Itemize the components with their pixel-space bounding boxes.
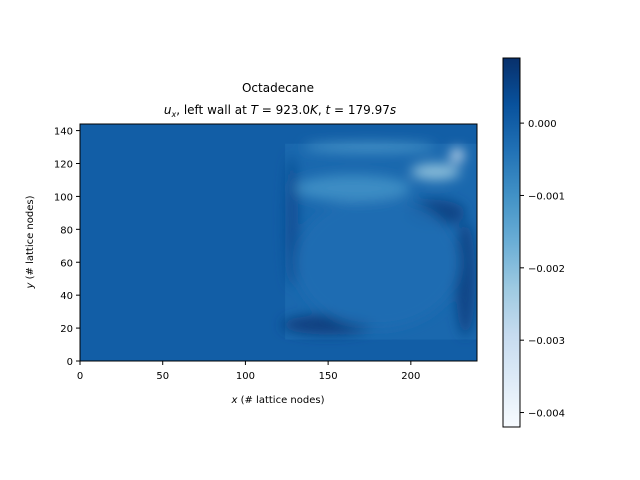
y-tick-label: 100 [54,192,73,203]
subtitle-middle: , left wall at [176,103,250,117]
subtitle-T-value: = 923.0 [258,103,310,117]
colorbar-tick-label: −0.004 [528,409,565,420]
flow-features [281,142,476,337]
x-axis-label: x (# lattice nodes) [231,395,325,406]
y-tick-label: 140 [54,127,73,138]
colorbar [502,57,521,428]
plot-frame [79,123,478,362]
colorbar-tick-label: −0.003 [528,336,565,347]
y-tick-label: 60 [60,258,73,269]
colorbar-ticks: 0.000 −0.001 −0.002 −0.003 −0.004 [520,119,565,420]
subtitle-T-unit: K [310,103,319,117]
y-tick-label: 0 [67,357,73,368]
colorbar-tick-label: −0.001 [528,191,565,202]
flow-feature-2 [455,221,476,337]
x-tick-label: 0 [77,371,83,382]
subtitle-t-unit: s [390,103,396,117]
x-axis-label-symbol: x [231,395,238,406]
y-axis-label: y (# lattice nodes) [25,195,36,289]
flow-feature-5 [303,142,436,152]
flow-feature-4 [295,196,461,329]
y-tick-label: 20 [60,324,73,335]
y-axis-label-symbol: y [25,281,36,289]
colorbar-tick-label: 0.000 [528,119,557,130]
subtitle-t-symbol: t [326,103,332,117]
x-axis-label-text: (# lattice nodes) [237,395,324,406]
subtitle-var-sub: x [170,110,176,119]
x-tick-label: 200 [401,371,420,382]
colorbar-tick-label: −0.002 [528,264,565,275]
subtitle-separator: , [318,103,326,117]
chart-title: Octadecane [242,81,314,95]
x-axis-ticks: 0 50 100 150 200 [77,361,420,382]
subtitle-var: u [164,103,172,117]
flow-feature-7 [450,148,464,162]
x-tick-label: 150 [319,371,338,382]
y-axis-label-text: (# lattice nodes) [25,195,36,282]
y-tick-label: 40 [60,291,73,302]
flow-feature-6 [410,163,461,180]
y-tick-label: 80 [60,225,73,236]
x-tick-label: 100 [236,371,255,382]
heatmap-plot [80,124,477,361]
y-axis-ticks: 0 20 40 60 80 100 120 140 [54,127,80,368]
subtitle-t-value: = 179.97 [330,103,390,117]
chart-subtitle: ux, left wall at T = 923.0K, t = 179.97s [164,103,396,119]
x-tick-label: 50 [156,371,169,382]
subtitle-T-symbol: T [251,103,260,117]
y-tick-label: 120 [54,160,73,171]
flow-feature-8 [295,175,411,202]
